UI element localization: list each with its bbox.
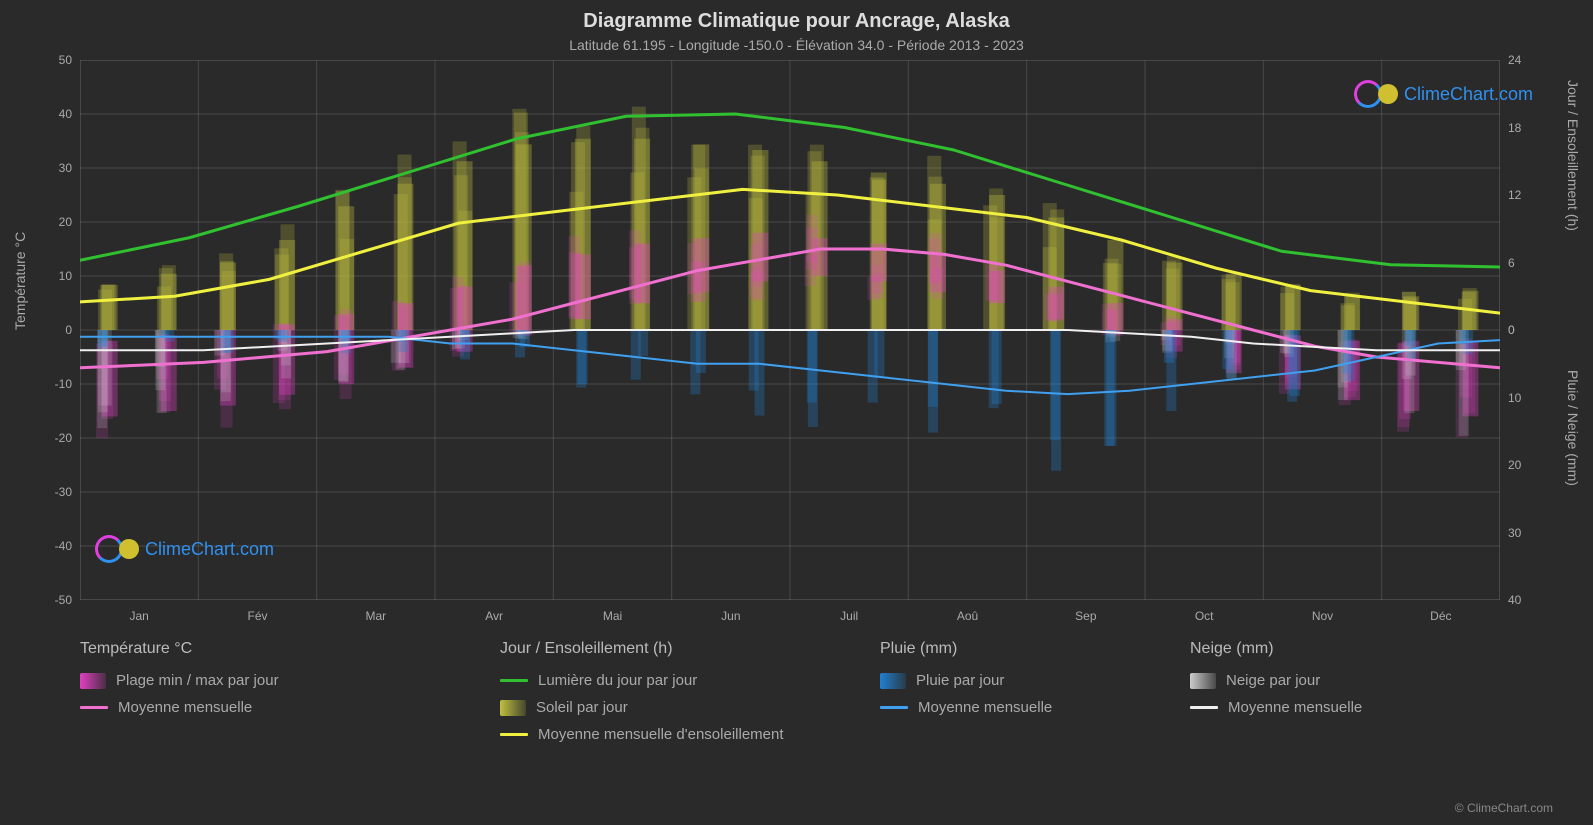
legend-item: Moyenne mensuelle	[1190, 699, 1500, 716]
legend-group-title: Température °C	[80, 640, 500, 658]
legend-group: Jour / Ensoleillement (h) Lumière du jour…	[500, 640, 880, 743]
tick-label: 10	[1508, 391, 1521, 405]
watermark-top: ClimeChart.com	[1354, 80, 1533, 108]
legend-group-title: Neige (mm)	[1190, 640, 1500, 658]
watermark-text: ClimeChart.com	[1404, 84, 1533, 105]
logo-sun-icon	[1378, 84, 1398, 104]
y-axis-left-label: Température °C	[12, 232, 28, 330]
tick-label: 20	[1508, 458, 1521, 472]
legend-group-title: Pluie (mm)	[880, 640, 1190, 658]
legend-item: Moyenne mensuelle d'ensoleillement	[500, 726, 880, 743]
y-axis-right-top-label: Jour / Ensoleillement (h)	[1565, 80, 1581, 231]
tick-label: 0	[65, 323, 72, 337]
legend-label: Moyenne mensuelle d'ensoleillement	[538, 726, 784, 743]
legend-swatch	[880, 706, 908, 709]
tick-label: Nov	[1312, 609, 1333, 623]
logo-sun-icon	[119, 539, 139, 559]
tick-label: 40	[59, 107, 72, 121]
legend-item: Lumière du jour par jour	[500, 672, 880, 689]
legend-swatch	[1190, 706, 1218, 709]
tick-label: Jan	[129, 609, 148, 623]
tick-label: Avr	[485, 609, 503, 623]
tick-label: 20	[59, 215, 72, 229]
legend-group: Température °C Plage min / max par jour Mo…	[80, 640, 500, 743]
tick-label: 0	[1508, 323, 1515, 337]
legend-swatch	[80, 673, 106, 689]
watermark-bottom: ClimeChart.com	[95, 535, 274, 563]
tick-label: Déc	[1430, 609, 1451, 623]
legend-label: Pluie par jour	[916, 672, 1004, 689]
legend-label: Plage min / max par jour	[116, 672, 279, 689]
tick-label: Mai	[603, 609, 622, 623]
legend-item: Soleil par jour	[500, 699, 880, 716]
legend-swatch	[1190, 673, 1216, 689]
legend-item: Plage min / max par jour	[80, 672, 500, 689]
legend-label: Soleil par jour	[536, 699, 628, 716]
legend-group: Pluie (mm) Pluie par jour Moyenne mensuell…	[880, 640, 1190, 743]
tick-label: 40	[1508, 593, 1521, 607]
legend-group: Neige (mm) Neige par jour Moyenne mensuell…	[1190, 640, 1500, 743]
tick-label: Mar	[365, 609, 386, 623]
tick-label: Sep	[1075, 609, 1096, 623]
tick-label: 30	[1508, 526, 1521, 540]
y-axis-right-bottom-label: Pluie / Neige (mm)	[1565, 370, 1581, 486]
tick-label: 24	[1508, 53, 1521, 67]
tick-label: 50	[59, 53, 72, 67]
copyright: © ClimeChart.com	[1455, 801, 1553, 815]
legend-item: Moyenne mensuelle	[880, 699, 1190, 716]
legend-swatch	[880, 673, 906, 689]
tick-label: Fév	[247, 609, 267, 623]
legend-swatch	[500, 733, 528, 736]
watermark-text: ClimeChart.com	[145, 539, 274, 560]
chart-subtitle: Latitude 61.195 - Longitude -150.0 - Élé…	[0, 33, 1593, 53]
legend-swatch	[80, 706, 108, 709]
legend-label: Moyenne mensuelle	[1228, 699, 1362, 716]
tick-label: -30	[55, 485, 72, 499]
tick-label: 18	[1508, 121, 1521, 135]
legend-label: Moyenne mensuelle	[918, 699, 1052, 716]
chart-title: Diagramme Climatique pour Ancrage, Alask…	[0, 0, 1593, 33]
legend-label: Lumière du jour par jour	[538, 672, 697, 689]
legend-item: Pluie par jour	[880, 672, 1190, 689]
tick-label: -20	[55, 431, 72, 445]
legend-label: Moyenne mensuelle	[118, 699, 252, 716]
tick-label: Oct	[1195, 609, 1214, 623]
legend-item: Neige par jour	[1190, 672, 1500, 689]
tick-label: -50	[55, 593, 72, 607]
tick-label: 10	[59, 269, 72, 283]
plot-svg	[80, 60, 1500, 600]
legend-label: Neige par jour	[1226, 672, 1320, 689]
tick-label: Juil	[840, 609, 858, 623]
legend: Température °C Plage min / max par jour Mo…	[80, 640, 1500, 743]
tick-label: Aoû	[957, 609, 978, 623]
legend-swatch	[500, 700, 526, 716]
tick-label: -10	[55, 377, 72, 391]
plot-area	[80, 60, 1500, 600]
legend-swatch	[500, 679, 528, 682]
tick-label: Jun	[721, 609, 740, 623]
climate-chart: Diagramme Climatique pour Ancrage, Alask…	[0, 0, 1593, 825]
legend-group-title: Jour / Ensoleillement (h)	[500, 640, 880, 658]
legend-item: Moyenne mensuelle	[80, 699, 500, 716]
tick-label: 12	[1508, 188, 1521, 202]
tick-label: 30	[59, 161, 72, 175]
tick-label: -40	[55, 539, 72, 553]
tick-label: 6	[1508, 256, 1515, 270]
